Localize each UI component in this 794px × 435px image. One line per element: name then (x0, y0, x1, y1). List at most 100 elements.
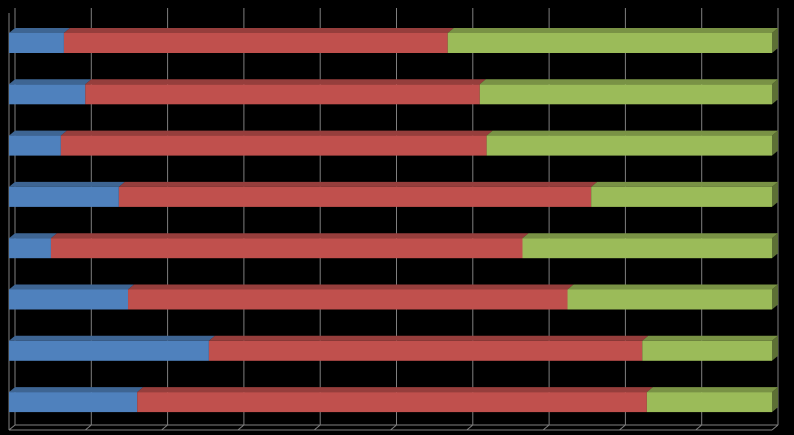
floor-gridline (771, 424, 779, 431)
bar (9, 392, 138, 413)
bar-segment (567, 284, 778, 310)
axes (8, 8, 778, 431)
bar-side (772, 284, 778, 310)
floor-gridline (313, 424, 321, 431)
bar (50, 238, 523, 259)
bar-segment (642, 335, 778, 361)
bar-side (772, 335, 778, 361)
bar-group (9, 387, 778, 413)
bar-group (9, 284, 778, 310)
bar (137, 392, 647, 413)
bar-top (60, 130, 493, 136)
bar (522, 238, 772, 259)
bar-side (772, 387, 778, 413)
bar-top (9, 181, 125, 187)
bar-group (9, 181, 778, 207)
bar-segment (9, 130, 67, 156)
bar-top (642, 335, 778, 341)
floor-gridline (390, 424, 397, 431)
bar-top (137, 387, 653, 393)
bar-top (522, 233, 778, 239)
bar-top (591, 181, 778, 187)
bar-side (772, 130, 778, 156)
bar (9, 135, 61, 156)
bar-top (9, 28, 70, 33)
bar-top (85, 79, 486, 85)
bar-segment (9, 387, 144, 413)
bar-segment (128, 284, 574, 310)
bar (63, 33, 448, 53)
bar-segment (9, 335, 215, 361)
bar-segment (208, 335, 649, 361)
bar-top (479, 79, 778, 85)
floor-gridline (619, 424, 626, 431)
bar-top (50, 233, 529, 239)
bar (9, 289, 129, 310)
bar (447, 33, 772, 53)
bar (128, 289, 568, 310)
bar-top (447, 28, 778, 33)
bar (567, 289, 772, 310)
bar-segment (85, 79, 486, 105)
bar-group (9, 79, 778, 105)
bar-segment (118, 181, 598, 207)
bar (60, 135, 487, 156)
bar-group (9, 28, 778, 53)
bar (208, 340, 643, 361)
bar-top (118, 181, 598, 187)
bar-segment (591, 181, 778, 207)
bar (118, 186, 592, 207)
floor-gridline (466, 424, 474, 431)
bar-group (9, 335, 778, 361)
bar (9, 84, 86, 105)
floor-gridline (8, 424, 16, 431)
bar-top (128, 284, 574, 290)
bar-side (772, 233, 778, 259)
bar (9, 186, 119, 207)
bar (486, 135, 772, 156)
bar (642, 340, 772, 361)
bar-segment (9, 79, 92, 105)
bar-top (9, 335, 215, 341)
bar-top (567, 284, 778, 290)
bar (9, 340, 209, 361)
bar-top (9, 130, 67, 136)
bar-top (9, 233, 57, 239)
bar-segment (9, 284, 135, 310)
bar-side (772, 28, 778, 53)
bar-top (9, 79, 92, 85)
bar-segment (9, 28, 70, 53)
bar-group (9, 130, 778, 156)
bar-side (772, 181, 778, 207)
floor-gridline (542, 424, 550, 431)
bar-top (9, 387, 144, 393)
bar-segment (63, 28, 454, 53)
floor-gridline (237, 424, 245, 431)
bar-segment (479, 79, 778, 105)
bar-segment (522, 233, 778, 259)
floor-gridline (161, 424, 168, 431)
bar (9, 238, 51, 259)
bar-top (9, 284, 135, 290)
bar-segment (50, 233, 529, 259)
bar-segment (137, 387, 653, 413)
bar-segment (9, 181, 125, 207)
bar-segment (9, 233, 57, 259)
bar (85, 84, 480, 105)
gridlines (8, 8, 779, 431)
bar (9, 33, 64, 53)
bar-top (646, 387, 778, 393)
bar-top (208, 335, 649, 341)
bar (646, 392, 772, 413)
bars (9, 28, 778, 413)
bar (591, 186, 772, 207)
bar-segment (60, 130, 493, 156)
bar-group (9, 233, 778, 259)
bar-segment (486, 130, 778, 156)
bar (479, 84, 772, 105)
floor-gridline (84, 424, 92, 431)
bar-top (486, 130, 778, 136)
bar-side (772, 79, 778, 105)
